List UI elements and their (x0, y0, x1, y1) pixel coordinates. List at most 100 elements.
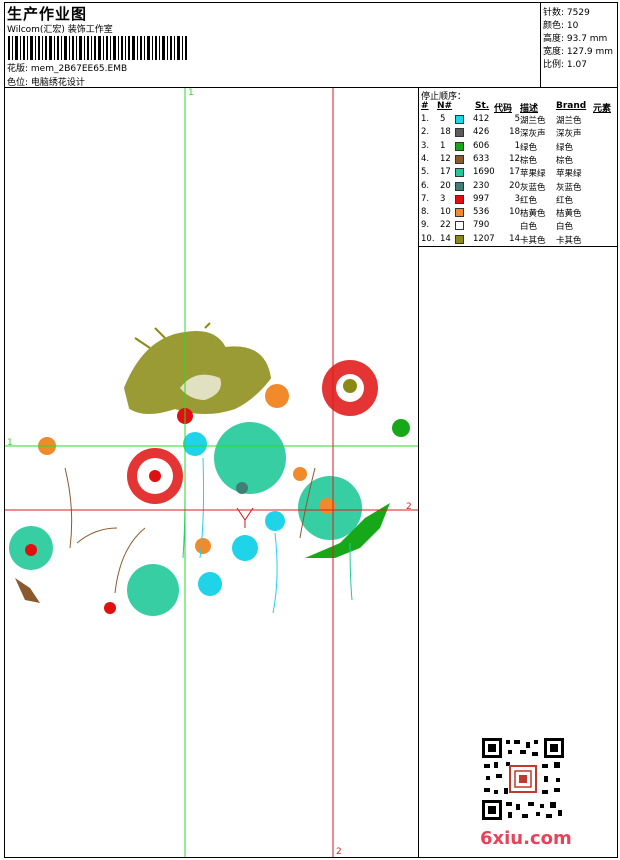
description-cell: 桔黄色 (520, 209, 546, 220)
company-line: Wilcom(汇宏) 装饰工作室 (7, 25, 113, 35)
brand-cell: 棕色 (556, 155, 574, 166)
color-swatch (455, 154, 464, 164)
stop-row: 8. 10 536 10 桔黄色 桔黄色 (420, 207, 616, 220)
table-bottom-divider (418, 246, 618, 247)
needle-number: 5 (440, 114, 446, 124)
description-cell: 红色 (520, 195, 538, 206)
code-cell: 20 (509, 180, 520, 191)
panel-divider (418, 87, 419, 858)
col-header-brand: Brand (556, 101, 587, 111)
design-scale: 比例: 1.07 (543, 60, 587, 70)
brand-cell: 卡其色 (556, 235, 582, 246)
stop-index: 3. (421, 140, 430, 151)
description-cell: 卡其色 (520, 235, 546, 246)
page-frame (4, 2, 618, 858)
brand-cell: 深灰声 (556, 129, 582, 140)
stitch-count: 针数: 7529 (543, 8, 590, 18)
guide-label-right: 2 (406, 502, 412, 512)
stitch-count-cell: 633 (473, 153, 490, 164)
stop-row: 3. 1 606 1 绿色 绿色 (420, 141, 616, 154)
brand-cell: 湖兰色 (556, 116, 582, 126)
brand-cell: 白色 (556, 222, 574, 233)
color-swatch (455, 194, 464, 204)
qr-code-image (482, 738, 564, 820)
brand-cell: 桔黄色 (556, 209, 582, 220)
guide-label-left: 1 (7, 438, 13, 448)
guide-label-top: 1 (188, 88, 194, 98)
stop-index: 1. (421, 114, 430, 124)
barcode-image (8, 36, 187, 60)
file-name-line: 花版: mem_2B67EE65.EMB (7, 64, 128, 74)
brand-cell: 苹果绿 (556, 169, 582, 180)
embroidery-design (9, 322, 410, 616)
stop-row: 6. 20 230 20 灰蓝色 灰蓝色 (420, 181, 616, 194)
color-position-line: 色位: 电脑绣花设计 (7, 78, 85, 88)
code-cell: 1 (514, 140, 520, 151)
stop-index: 4. (421, 153, 430, 164)
description-cell: 苹果绿 (520, 169, 546, 180)
description-cell: 湖兰色 (520, 116, 546, 126)
description-cell: 棕色 (520, 155, 538, 166)
stop-row: 4. 12 633 12 棕色 棕色 (420, 154, 616, 167)
needle-number: 18 (440, 127, 451, 138)
description-cell: 白色 (520, 222, 538, 233)
needle-number: 22 (440, 220, 451, 231)
stop-row: 7. 3 997 3 红色 红色 (420, 194, 616, 207)
stitch-count-cell: 1690 (473, 167, 495, 178)
col-header-code: 代码 (494, 104, 513, 114)
description-cell: 绿色 (520, 142, 538, 153)
brand-cell: 红色 (556, 195, 574, 206)
code-cell: 17 (509, 167, 520, 178)
stitch-count-cell: 606 (473, 140, 490, 151)
color-swatch (455, 181, 464, 191)
color-swatch (455, 128, 464, 138)
col-header-index: # (421, 101, 429, 111)
stitch-count-cell: 426 (473, 127, 490, 138)
design-height: 高度: 93.7 mm (543, 34, 608, 44)
stop-index: 6. (421, 180, 430, 191)
stitch-count-cell: 790 (473, 220, 490, 231)
col-header-number: N# (437, 101, 453, 111)
stop-index: 2. (421, 127, 430, 138)
header-divider (4, 87, 618, 88)
code-cell: 5 (514, 114, 520, 124)
description-cell: 深灰声 (520, 129, 546, 140)
needle-number: 17 (440, 167, 451, 178)
col-header-description: 描述 (520, 104, 539, 114)
stop-index: 10. (421, 233, 435, 244)
code-cell: 3 (514, 193, 520, 204)
stop-row: 10. 14 1207 14 卡其色 卡其色 (420, 234, 616, 247)
stop-index: 5. (421, 167, 430, 178)
stop-row: 1. 5 412 5 湖兰色 湖兰色 (420, 114, 616, 127)
stitch-count-cell: 1207 (473, 233, 495, 244)
stop-row: 2. 18 426 18 深灰声 深灰声 (420, 127, 616, 140)
code-cell: 14 (509, 233, 520, 244)
stop-row: 5. 17 1690 17 苹果绿 苹果绿 (420, 167, 616, 180)
needle-number: 1 (440, 140, 446, 151)
stop-index: 7. (421, 193, 430, 204)
needle-number: 3 (440, 193, 446, 204)
guide-label-bottom: 2 (336, 847, 342, 857)
brand-cell: 灰蓝色 (556, 182, 582, 193)
stitch-count-cell: 997 (473, 193, 490, 204)
code-cell: 12 (509, 153, 520, 164)
page-title: 生产作业图 (7, 5, 88, 23)
stitch-count-cell: 536 (473, 207, 490, 218)
stitch-count-cell: 230 (473, 180, 490, 191)
stop-index: 8. (421, 207, 430, 218)
color-swatch (455, 221, 464, 231)
col-header-element: 元素 (593, 104, 612, 114)
design-canvas (5, 88, 418, 857)
needle-number: 12 (440, 153, 451, 164)
stop-index: 9. (421, 220, 430, 231)
needle-number: 10 (440, 207, 451, 218)
stitch-count-cell: 412 (473, 114, 490, 124)
color-swatch (455, 115, 464, 124)
code-cell: 10 (509, 207, 520, 218)
color-swatch (455, 141, 464, 151)
stop-sequence-title: 停止顺序： (421, 92, 467, 102)
col-header-stitches: St. (475, 101, 490, 111)
code-cell: 18 (509, 127, 520, 138)
color-swatch (455, 168, 464, 178)
description-cell: 灰蓝色 (520, 182, 546, 193)
